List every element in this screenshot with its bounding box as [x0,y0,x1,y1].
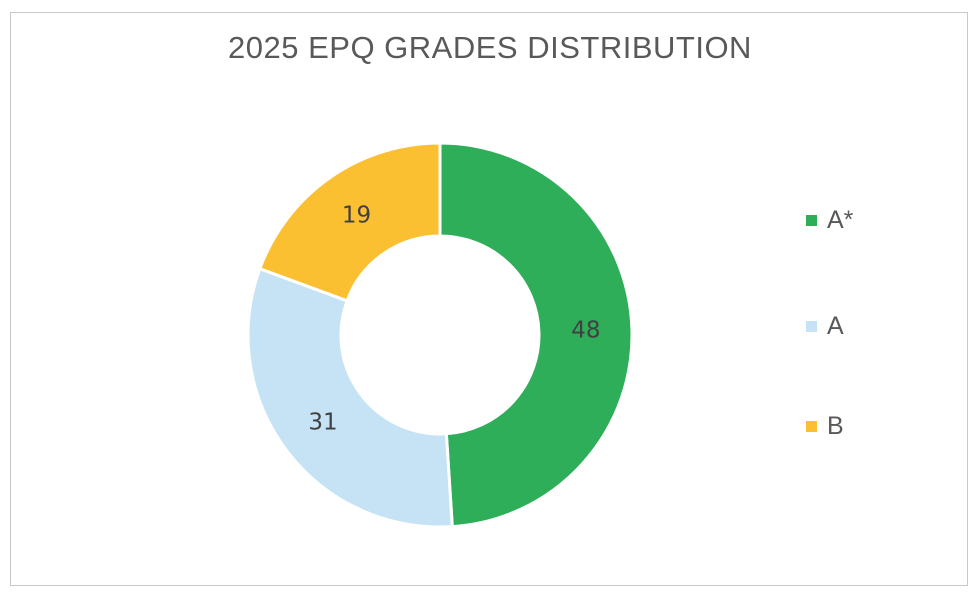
legend-swatch-icon [806,321,817,332]
legend-label: B [827,412,844,440]
legend-label: A [827,312,844,340]
slice-a [246,266,454,529]
data-label-a-star: 48 [571,317,600,343]
legend-label: A* [827,206,854,234]
legend-swatch-icon [806,421,817,432]
chart-title: 2025 EPQ GRADES DISTRIBUTION [228,30,752,65]
legend-item-a-star: A* [806,206,853,235]
data-label-a: 31 [308,409,337,435]
slice-a-star [438,141,634,529]
chart-legend: A* A B [806,0,966,598]
legend-item-b: B [806,412,844,441]
legend-swatch-icon [806,215,817,226]
legend-item-a: A [806,312,844,341]
data-label-b: 19 [342,202,371,228]
slice-b [257,141,442,303]
